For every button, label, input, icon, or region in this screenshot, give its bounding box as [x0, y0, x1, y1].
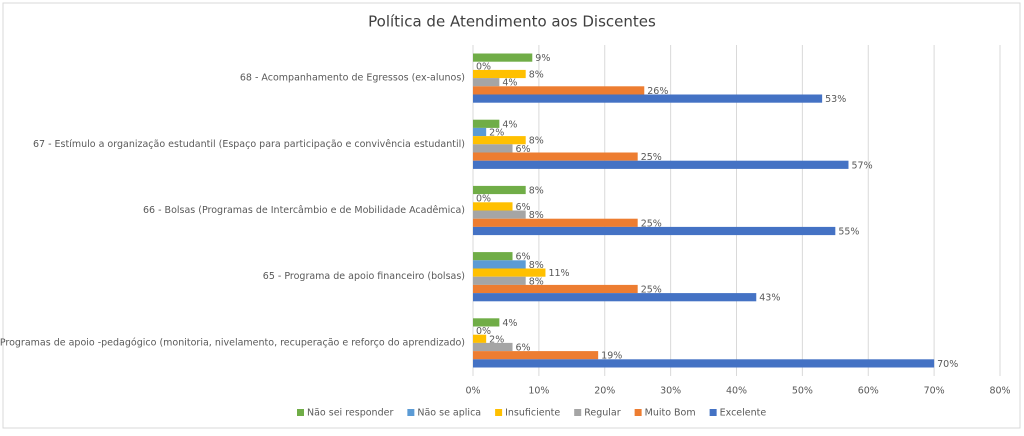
bar: [473, 351, 599, 360]
data-label: 9%: [535, 53, 550, 64]
x-tick-label: 40%: [726, 386, 747, 397]
data-label: 8%: [529, 70, 544, 81]
data-label: 2%: [489, 334, 504, 345]
bar: [473, 293, 757, 302]
legend-swatch: [709, 409, 717, 416]
x-tick-label: 50%: [792, 386, 813, 397]
data-label: 11%: [548, 268, 569, 279]
legend-label: Insuficiente: [505, 408, 560, 419]
data-label: 53%: [825, 94, 846, 105]
bar: [473, 136, 526, 145]
legend-swatch: [634, 409, 642, 416]
bar: [473, 226, 836, 236]
chart-title: Política de Atendimento aos Discentes: [368, 13, 656, 31]
bar: [473, 276, 526, 285]
bar: [473, 342, 513, 352]
legend-swatch: [495, 409, 503, 416]
bar: [473, 268, 546, 277]
data-label: 4%: [502, 119, 517, 130]
bar: [473, 210, 526, 219]
data-label: 25%: [641, 218, 662, 229]
data-label: 25%: [641, 285, 662, 296]
bar: [473, 160, 849, 169]
data-label: 70%: [937, 359, 958, 370]
bar: [473, 78, 500, 87]
bar: [473, 119, 500, 128]
bar: [473, 359, 935, 368]
y-tick-label: 66 - Bolsas (Programas de Intercâmbio e …: [143, 205, 465, 216]
data-label: 55%: [838, 227, 859, 238]
x-tick-label: 60%: [858, 386, 879, 397]
bar: [473, 252, 513, 261]
bar: [473, 152, 638, 161]
data-label: 0%: [476, 194, 491, 205]
y-tick-label: 68 - Acompanhamento de Egressos (ex-alun…: [240, 73, 465, 84]
data-label: 0%: [476, 326, 491, 337]
data-label: 6%: [516, 144, 531, 155]
legend-label: Muito Bom: [645, 408, 696, 419]
y-tick-label: 65 - Programa de apoio financeiro (bolsa…: [263, 271, 465, 282]
data-label: 26%: [647, 86, 668, 97]
data-label: 25%: [641, 152, 662, 163]
x-tick-label: 20%: [594, 386, 615, 397]
data-label: 6%: [516, 252, 531, 263]
legend-swatch: [574, 409, 582, 416]
bar: [473, 127, 487, 137]
bar: [473, 334, 487, 343]
bar: [473, 202, 513, 211]
bar: [473, 69, 526, 79]
data-label: 8%: [529, 210, 544, 221]
data-label: 8%: [529, 276, 544, 287]
x-tick-label: 70%: [924, 386, 945, 397]
data-label: 57%: [851, 160, 872, 171]
bar: [473, 144, 513, 153]
x-tick-label: 0%: [465, 386, 480, 397]
bar: [473, 318, 500, 327]
data-label: 8%: [529, 186, 544, 197]
legend-label: Regular: [584, 408, 621, 419]
data-label: 6%: [516, 202, 531, 213]
bar: [473, 284, 638, 294]
data-label: 4%: [502, 318, 517, 329]
legend-label: Não sei responder: [307, 408, 393, 419]
legend-label: Excelente: [720, 408, 767, 419]
data-label: 6%: [516, 343, 531, 354]
data-label: 8%: [529, 136, 544, 147]
data-label: 2%: [489, 128, 504, 139]
bar: [473, 260, 526, 269]
legend-swatch: [407, 409, 415, 416]
bar: [473, 86, 645, 95]
data-label: 43%: [759, 293, 780, 304]
y-tick-label: 67 - Estímulo a organização estudantil (…: [33, 139, 465, 150]
data-label: 19%: [601, 351, 622, 362]
x-tick-label: 80%: [989, 386, 1010, 397]
data-label: 8%: [529, 260, 544, 271]
data-label: 4%: [502, 78, 517, 89]
bar: [473, 94, 823, 103]
x-tick-label: 30%: [660, 386, 681, 397]
data-label: 0%: [476, 61, 491, 72]
bar: [473, 53, 533, 62]
y-tick-label: 64 - Programas de apoio -pedagógico (mon…: [0, 337, 465, 348]
bar: [473, 218, 638, 227]
bar: [473, 185, 526, 195]
legend-label: Não se aplica: [417, 408, 481, 419]
x-tick-label: 10%: [528, 386, 549, 397]
legend-swatch: [297, 409, 304, 416]
